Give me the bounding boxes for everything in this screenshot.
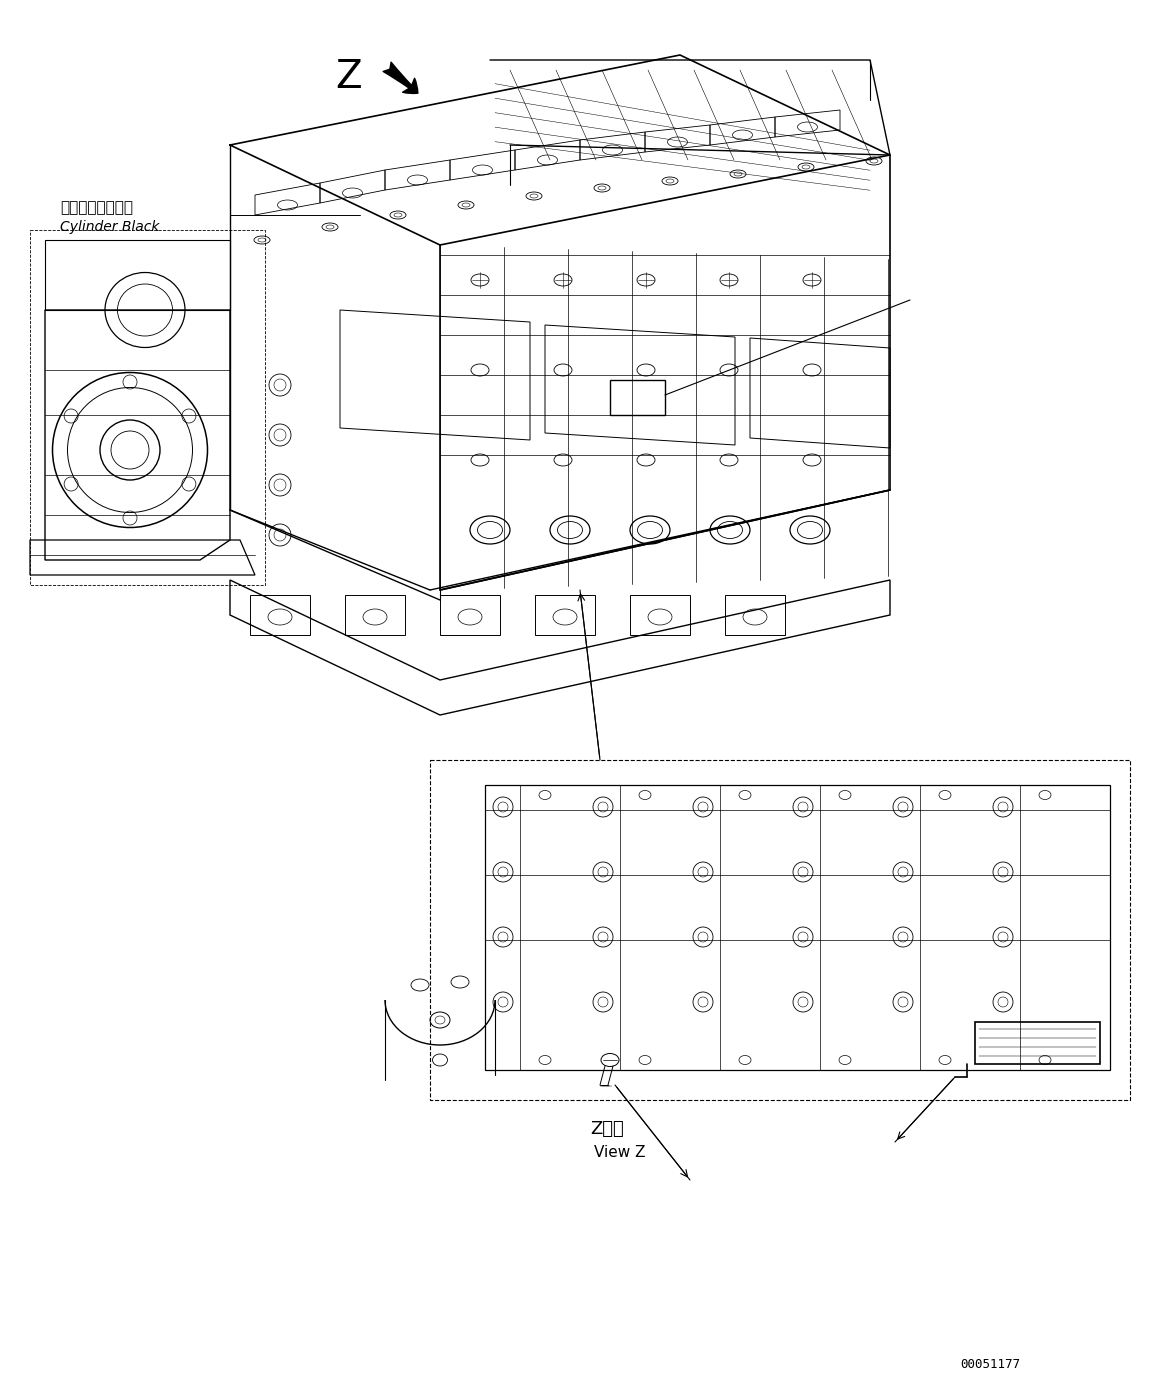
Bar <box>535 595 595 635</box>
Text: 00051177: 00051177 <box>959 1358 1020 1371</box>
Bar <box>250 595 311 635</box>
Bar <box>975 1022 1100 1064</box>
Text: シリンダブロック: シリンダブロック <box>60 201 133 214</box>
Text: View Z: View Z <box>594 1145 645 1160</box>
Bar <box>485 786 1110 1070</box>
Text: Z　視: Z 視 <box>590 1120 623 1138</box>
Bar <box>630 595 690 635</box>
Bar <box>345 595 405 635</box>
Text: Z: Z <box>335 58 362 95</box>
Text: Cylinder Black: Cylinder Black <box>60 220 159 234</box>
Bar <box>440 595 500 635</box>
Bar <box>725 595 785 635</box>
